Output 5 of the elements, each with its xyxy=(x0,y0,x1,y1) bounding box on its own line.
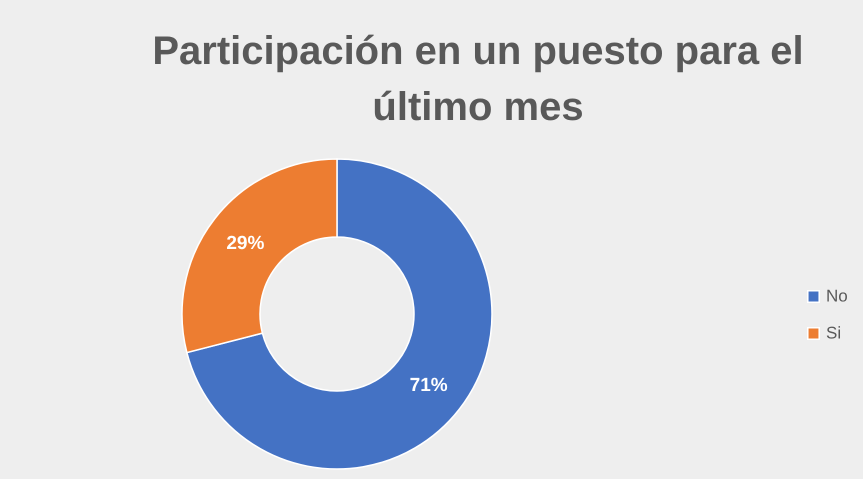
legend-label: No xyxy=(826,286,848,306)
data-label: 71% xyxy=(410,375,448,396)
legend-label: Si xyxy=(826,324,842,342)
data-label: 29% xyxy=(226,232,264,254)
chart-title: Participación en un puesto para el último mes xyxy=(152,29,804,129)
